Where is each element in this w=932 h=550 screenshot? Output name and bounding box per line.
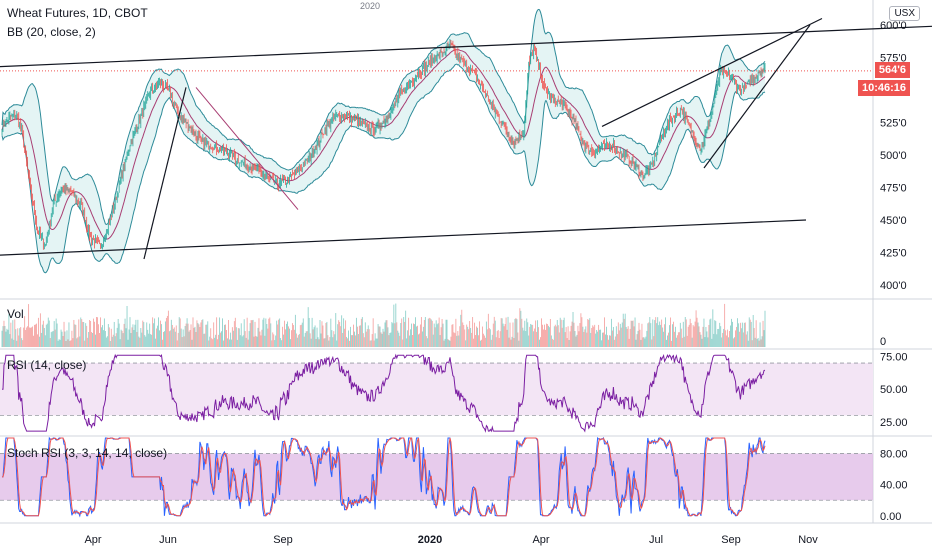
bollinger-lower-band — [1, 63, 766, 274]
price-tick-label: 400'0 — [880, 280, 907, 292]
bollinger-upper-band — [1, 8, 766, 225]
currency-badge[interactable]: USX — [889, 6, 920, 21]
time-tick-label: Sep — [273, 534, 293, 546]
symbol-title: Wheat Futures, 1D, CBOT — [7, 6, 148, 20]
countdown-tag: 10:46:16 — [857, 80, 910, 96]
rally-trendline — [143, 87, 187, 260]
rsi-tick-label: 75.00 — [880, 352, 908, 364]
rsi-label[interactable]: RSI (14, close) — [7, 358, 87, 372]
stoch-tick-label: 80.00 — [880, 449, 908, 461]
bollinger-fill — [2, 9, 765, 273]
price-tick-label: 525'0 — [880, 118, 907, 130]
channel-bottom-trendline — [0, 219, 807, 256]
stoch-rsi-label[interactable]: Stoch RSI (3, 3, 14, 14, close) — [7, 446, 168, 460]
channel-top-trendline — [0, 25, 932, 68]
price-tick-label: 425'0 — [880, 248, 907, 260]
time-tick-label: Apr — [84, 534, 101, 546]
price-tick-label: 575'0 — [880, 53, 907, 65]
year-marker-label: 2020 — [360, 1, 380, 11]
stoch-tick-label: 0.00 — [880, 511, 901, 523]
price-tick-label: 500'0 — [880, 150, 907, 162]
price-tick-label: 450'0 — [880, 215, 907, 227]
time-tick-label: Jun — [159, 534, 177, 546]
price-tick-label: 600'0 — [880, 20, 907, 32]
rsi-line — [2, 353, 766, 433]
wedge-upper-trendline — [601, 17, 823, 127]
current-price-tag: 564'6 — [874, 62, 910, 78]
volume-label[interactable]: Vol — [7, 307, 24, 321]
time-tick-label: Nov — [798, 534, 818, 546]
stoch-tick-label: 40.00 — [880, 480, 908, 492]
bb-indicator-label[interactable]: BB (20, close, 2) — [7, 25, 96, 39]
price-tick-label: 475'0 — [880, 183, 907, 195]
volume-bars — [1, 303, 766, 347]
time-tick-label: Sep — [721, 534, 741, 546]
time-tick-label: 2020 — [418, 534, 442, 546]
candles — [1, 39, 766, 250]
time-tick-label: Jul — [649, 534, 663, 546]
stoch-d-line — [2, 437, 766, 517]
decline-trendline — [195, 87, 299, 210]
time-tick-label: Apr — [532, 534, 549, 546]
wedge-lower-trendline — [703, 24, 811, 169]
rsi-tick-label: 25.00 — [880, 417, 908, 429]
bollinger-basis — [1, 49, 766, 240]
volume-tick-label: 0 — [880, 336, 886, 348]
rsi-tick-label: 50.00 — [880, 384, 908, 396]
